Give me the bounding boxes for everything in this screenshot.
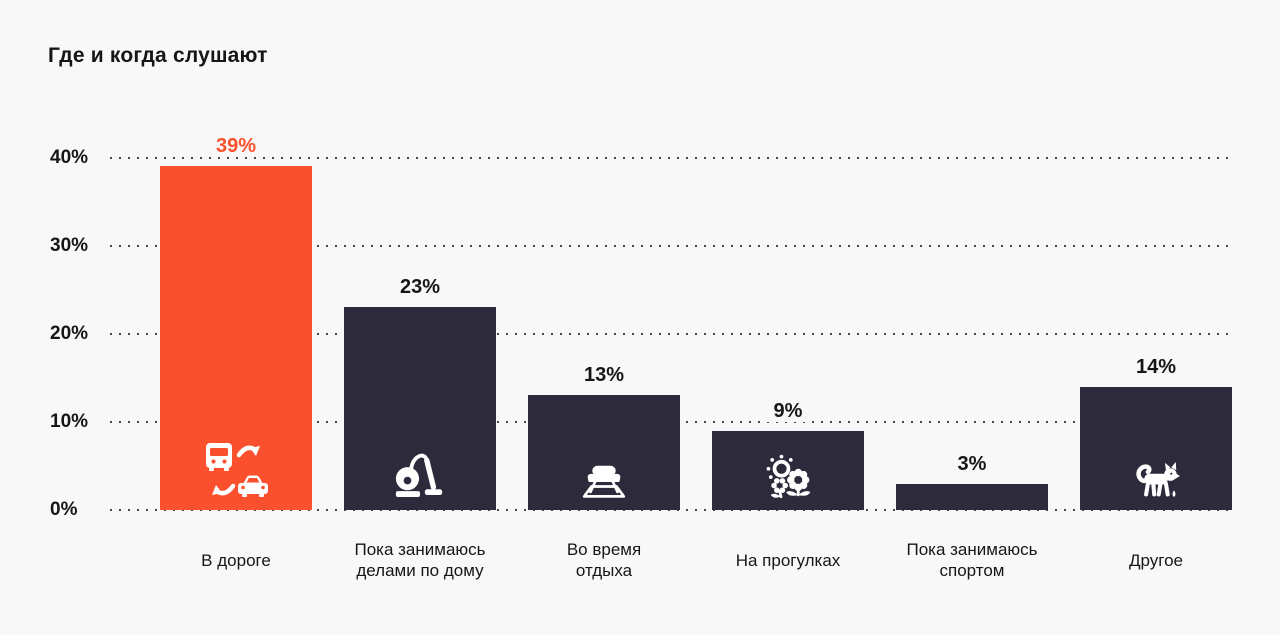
y-tick-label: 40% (50, 146, 89, 168)
bar-5 (896, 483, 1048, 510)
y-tick-label: 10% (50, 410, 89, 432)
bar-value-text: 3% (947, 452, 997, 475)
gridline (110, 509, 1235, 511)
bar-category-label: Пока занимаюсь спортом (877, 534, 1067, 586)
vacuum-cleaner-icon (393, 442, 447, 500)
bar-2 (344, 307, 496, 510)
gridline (110, 332, 1235, 335)
bar-value-label: 23% (345, 273, 495, 301)
category-label-line: Пока занимаюсь (354, 540, 486, 559)
chart-title: Где и когда слушают (48, 44, 268, 67)
bar-value-label: 13% (529, 361, 679, 389)
bar-value-text: 14% (1125, 355, 1187, 378)
gridline (110, 244, 1235, 247)
sun-flowers-icon (764, 452, 813, 500)
category-label-line: отдыха (575, 561, 633, 580)
category-label-line: делами по дому (356, 561, 484, 580)
bar-1 (160, 166, 312, 510)
bus-car-swap-icon (202, 440, 270, 500)
y-tick-label: 0% (50, 499, 78, 520)
bar-value-label: 9% (713, 397, 863, 425)
category-label-line: Пока занимаюсь (906, 540, 1038, 559)
category-label-line: Во время (566, 540, 642, 559)
bar-value-text: 23% (389, 276, 451, 299)
bar-category-label: В дороге (141, 534, 331, 586)
bar-value-text: 13% (573, 364, 635, 387)
bar-3 (528, 395, 680, 510)
y-tick-label: 30% (50, 234, 89, 256)
gridline (110, 156, 1235, 159)
bar-value-label: 39% (161, 132, 311, 160)
sofa-icon (582, 464, 626, 498)
y-tick-label: 20% (50, 322, 89, 344)
bar-value-label: 14% (1081, 353, 1231, 381)
bar-category-label: Пока занимаюсь делами по дому (325, 534, 515, 586)
bar-value-text: 39% (205, 135, 267, 158)
category-label-line: спортом (939, 561, 1005, 580)
bar-value-label: 3% (897, 450, 1047, 478)
bar-category-label: Во время отдыха (509, 534, 699, 586)
bar-category-label: Другое (1061, 534, 1251, 586)
bar-category-label: На прогулках (693, 534, 883, 586)
bar-4 (712, 430, 864, 510)
bar-value-text: 9% (763, 399, 813, 422)
cat-icon (1129, 453, 1183, 500)
category-label-line: Другое (1128, 550, 1183, 570)
category-label-line: На прогулках (735, 550, 841, 570)
bar-6 (1080, 386, 1232, 510)
category-label-line: В дороге (201, 550, 271, 570)
